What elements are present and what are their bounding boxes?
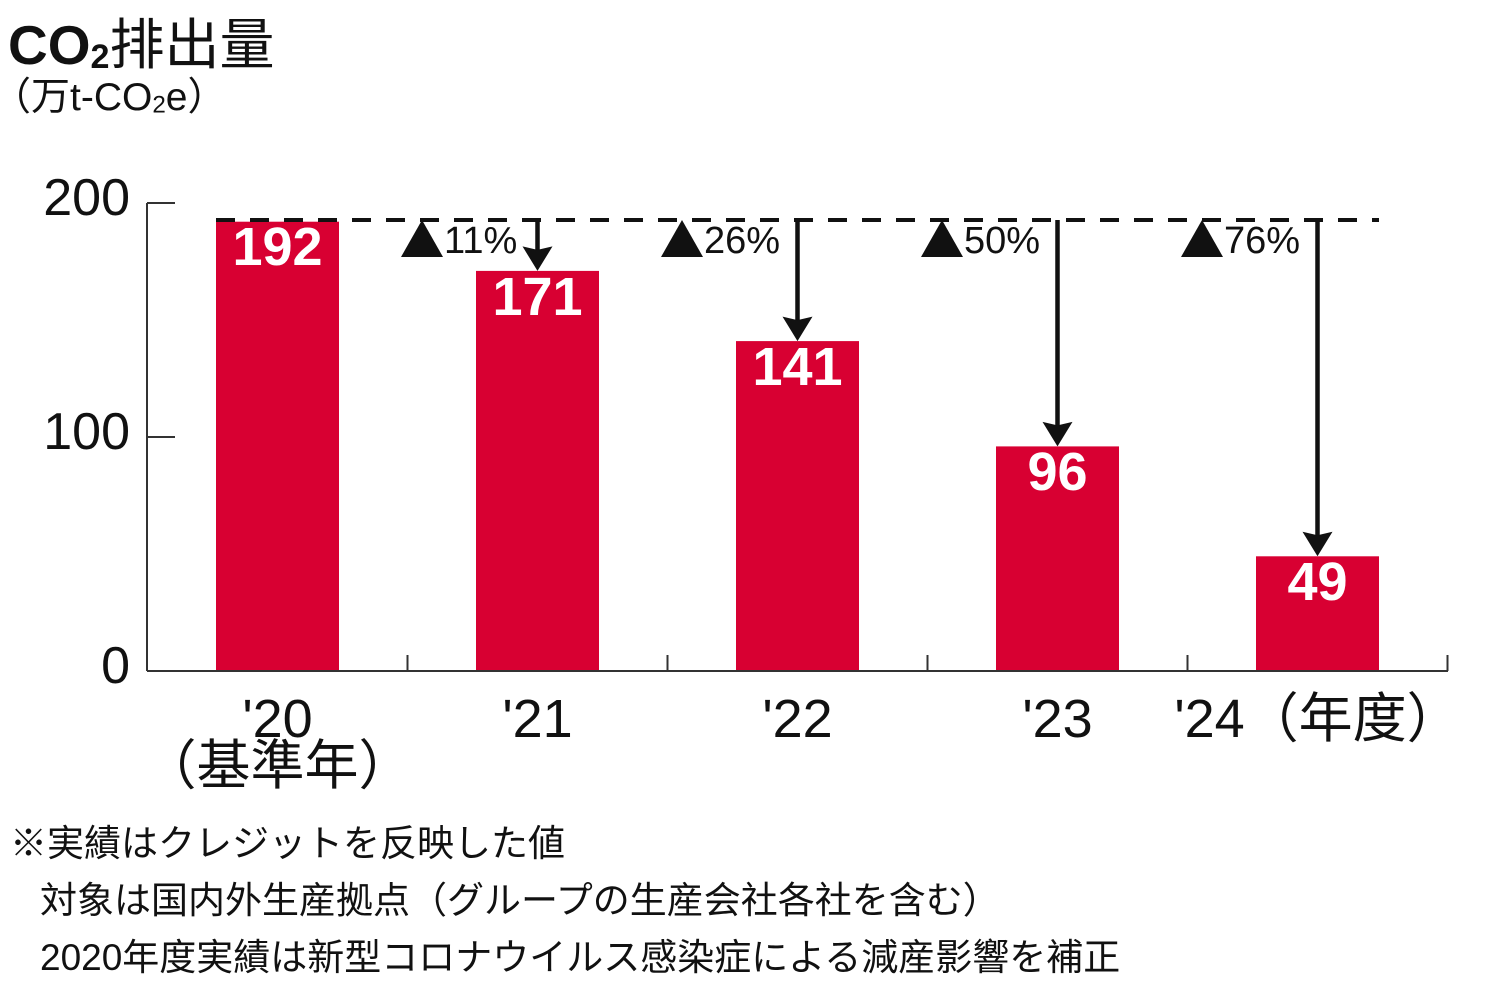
svg-text:96: 96	[1027, 442, 1087, 502]
svg-text:'23: '23	[1022, 689, 1092, 749]
svg-text:'22: '22	[762, 689, 832, 749]
svg-text:49: 49	[1287, 552, 1347, 612]
svg-text:11%: 11%	[444, 220, 517, 262]
svg-text:'24（年度）: '24（年度）	[1174, 689, 1460, 749]
svg-text:141: 141	[752, 337, 842, 397]
svg-text:（基準年）: （基準年）	[143, 736, 413, 796]
svg-text:200: 200	[43, 169, 130, 227]
svg-text:'21: '21	[502, 689, 572, 749]
svg-text:0: 0	[101, 637, 130, 695]
svg-text:26%: 26%	[704, 220, 780, 262]
svg-text:50%: 50%	[964, 220, 1040, 262]
svg-text:171: 171	[492, 267, 582, 327]
svg-text:76%: 76%	[1224, 220, 1300, 262]
svg-text:100: 100	[43, 403, 130, 461]
svg-text:192: 192	[232, 217, 322, 277]
